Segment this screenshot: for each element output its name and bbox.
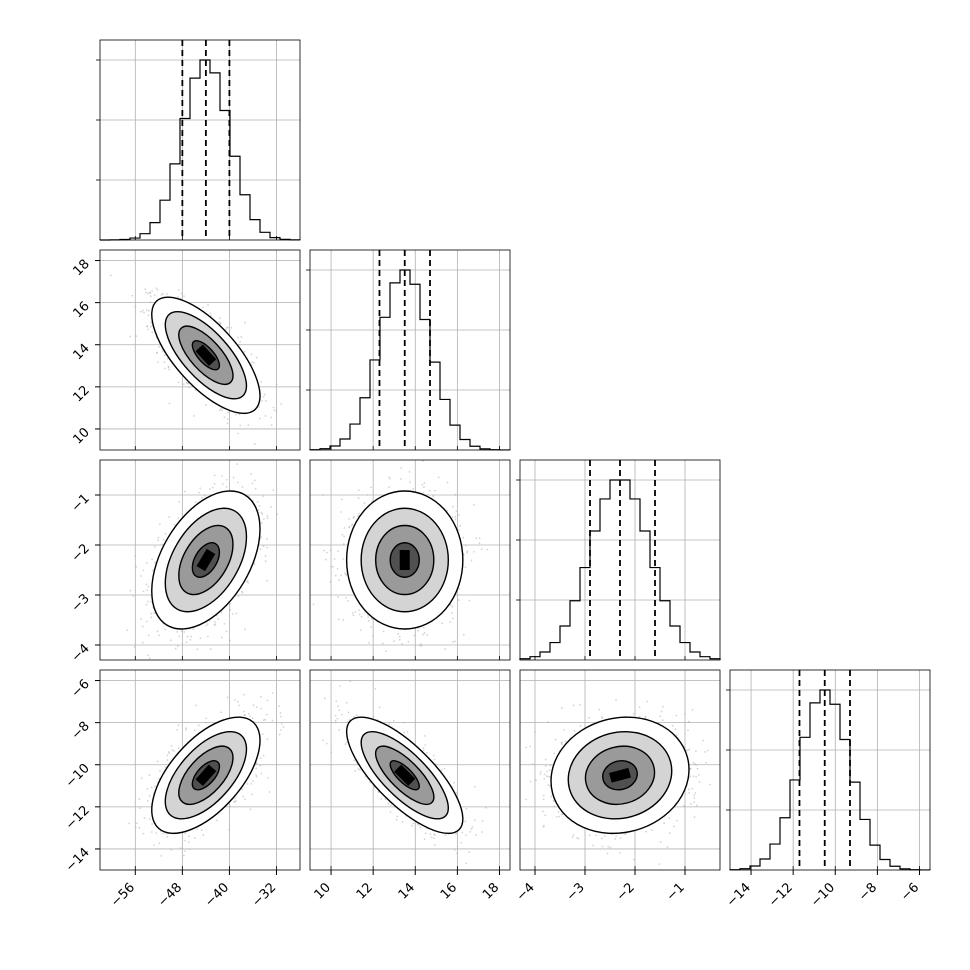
x-tick-label-3-4: −6 [898, 880, 922, 904]
y-tick-label-1-1: 12 [71, 383, 93, 405]
histogram-panel-0 [99, 39, 301, 241]
histogram-step-3 [729, 689, 931, 871]
y-tick-label-2-3: −1 [69, 491, 93, 515]
x-tick-label-3-3: −8 [856, 880, 880, 904]
x-tick-label-1-4: 18 [480, 880, 502, 902]
y-tick-label-3-1: −12 [63, 803, 93, 833]
x-tick-label-0-1: −48 [155, 880, 185, 910]
x-tick-label-2-2: −2 [614, 880, 638, 904]
x-tick-label-1-3: 16 [438, 880, 460, 902]
x-tick-label-2-1: −3 [564, 880, 588, 904]
x-tick-label-0-3: −32 [249, 880, 279, 910]
x-tick-label-1-0: 10 [312, 880, 334, 902]
y-tick-label-2-0: −4 [69, 641, 93, 665]
histogram-panel-1 [309, 249, 511, 451]
scatter-panel-1-0 [99, 249, 301, 451]
x-tick-label-2-3: −1 [664, 880, 688, 904]
y-tick-label-3-2: −10 [63, 761, 93, 791]
scatter-panel-2-0 [99, 459, 301, 661]
histogram-step-1 [309, 269, 511, 451]
scatter-panel-2-1 [309, 459, 511, 661]
histogram-step-0 [99, 59, 301, 241]
x-tick-label-3-0: −14 [724, 880, 754, 910]
x-tick-label-2-0: −4 [514, 880, 538, 904]
x-tick-label-0-2: −40 [202, 880, 232, 910]
x-tick-label-1-2: 14 [396, 880, 418, 902]
y-tick-label-1-4: 18 [71, 257, 93, 279]
y-tick-label-3-3: −8 [69, 719, 93, 743]
scatter-panel-3-0 [99, 669, 301, 871]
y-tick-label-1-0: 10 [71, 425, 93, 447]
x-tick-label-3-1: −12 [766, 880, 796, 910]
scatter-panel-3-2 [519, 669, 721, 871]
scatter-panel-3-1 [309, 669, 511, 871]
y-tick-label-1-2: 14 [71, 341, 93, 363]
x-tick-label-0-0: −56 [108, 880, 138, 910]
y-tick-label-2-2: −2 [69, 541, 93, 565]
y-tick-label-1-3: 16 [71, 299, 93, 321]
x-tick-label-1-1: 12 [354, 880, 376, 902]
histogram-panel-3 [729, 669, 931, 871]
histogram-panel-2 [519, 459, 721, 661]
x-tick-label-3-2: −10 [808, 880, 838, 910]
y-tick-label-2-1: −3 [69, 591, 93, 615]
y-tick-label-3-0: −14 [63, 845, 93, 875]
y-tick-label-3-4: −6 [69, 677, 93, 701]
